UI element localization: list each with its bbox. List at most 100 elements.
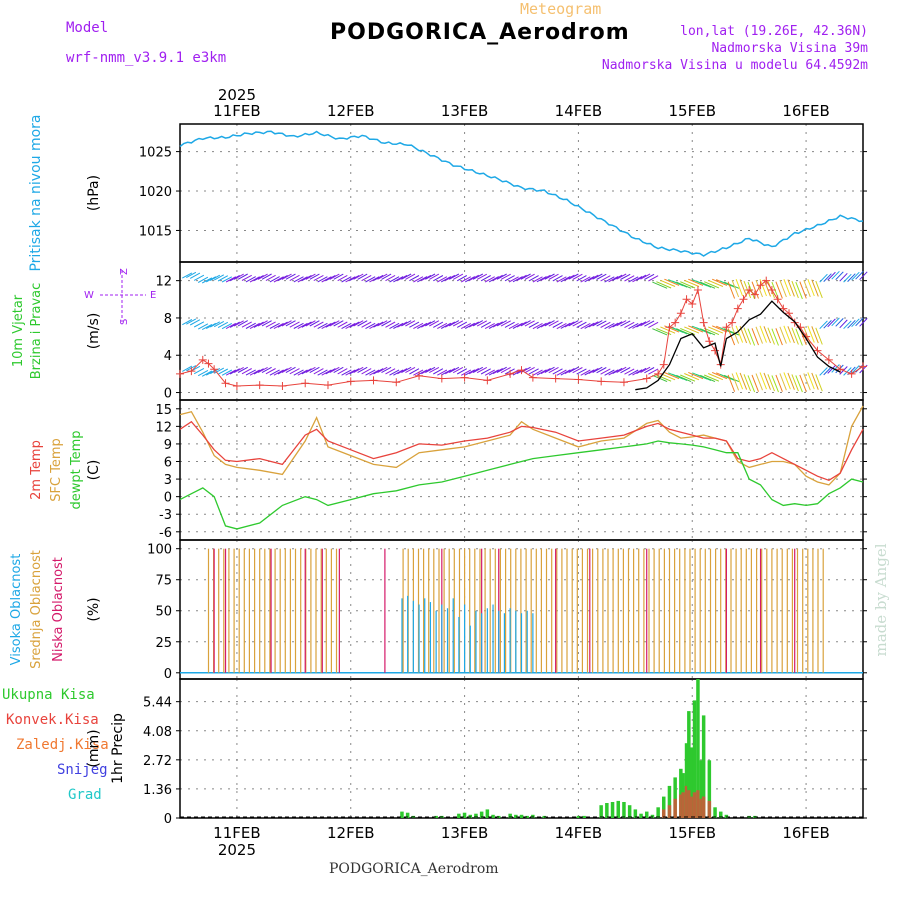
wind-arrow <box>444 274 456 281</box>
wind-arrow <box>819 273 828 283</box>
precip-total-bar <box>531 814 535 818</box>
wind-arrow <box>349 274 360 282</box>
wind-arrow <box>440 276 452 283</box>
wind-arrow <box>700 281 716 289</box>
wind-arrow <box>413 276 424 283</box>
compass-west: W <box>84 290 94 301</box>
wind-arrow <box>460 322 472 330</box>
wind-arrow <box>460 369 472 376</box>
wind-arrow <box>265 274 276 282</box>
wind-arrow <box>731 280 740 298</box>
x-axis-day-bottom: 11FEB <box>213 824 260 842</box>
wind-arrow <box>512 322 523 329</box>
gust-marker <box>711 346 720 355</box>
wind-arrow <box>201 323 213 331</box>
wind-arrow-row <box>182 364 868 393</box>
wind-arrow <box>492 321 503 328</box>
y-tick-label: 100 <box>147 543 172 558</box>
wind-arrow <box>759 325 767 343</box>
wind-arrow <box>787 372 795 390</box>
wind-arrow <box>249 276 260 283</box>
wind-arrow <box>401 320 412 327</box>
wind-arrow <box>369 276 380 283</box>
wind-arrow <box>700 328 716 336</box>
precip-total-bar <box>599 805 603 818</box>
precip-total-bar <box>462 812 467 818</box>
wind-arrow <box>417 276 428 283</box>
unit-label: (%) <box>86 597 102 621</box>
wind-arrow <box>333 273 344 280</box>
wind-arrow <box>564 321 575 328</box>
wind-arrow <box>389 369 400 376</box>
cloud-mid-ylabel: Srednja Oblacnost <box>29 550 44 669</box>
y-tick-label: 1020 <box>139 185 172 200</box>
wind-arrow <box>604 276 615 283</box>
precip-total-bar <box>576 815 581 818</box>
wind-arrow <box>253 368 264 375</box>
wind-arrow <box>301 321 312 328</box>
wind-arrow <box>281 273 292 280</box>
wind-arrow <box>361 368 372 375</box>
wind-arrow <box>807 372 815 390</box>
meteogram-label: Meteogram <box>520 0 602 18</box>
precip-total-bar <box>701 715 706 818</box>
wind-arrow <box>536 276 547 283</box>
wind-arrow <box>704 374 720 382</box>
compass-east: E <box>150 290 156 301</box>
wind-arrow <box>719 280 736 288</box>
wind-arrow <box>369 369 380 376</box>
wind-arrow <box>843 273 852 283</box>
precip-total-bar <box>610 802 615 818</box>
wind-arrow <box>572 320 583 327</box>
wind-arrow <box>807 325 815 343</box>
panel-wind: 0 4 8 12 (m/s) <box>86 261 867 402</box>
gust-marker <box>278 382 287 391</box>
wind-arrow <box>357 366 368 374</box>
wind-arrow <box>528 275 539 282</box>
wind-arrow <box>799 281 807 299</box>
precip-bars <box>400 679 757 818</box>
wind-arrow <box>484 276 495 283</box>
wind-arrow <box>827 365 836 374</box>
wind-arrow <box>405 320 416 327</box>
wind-arrow <box>241 274 252 281</box>
wind-arrow <box>743 327 752 345</box>
wind-arrow <box>648 321 659 329</box>
wind-arrow <box>253 321 264 328</box>
wind-arrow <box>500 320 511 327</box>
wind-arrow <box>548 273 559 280</box>
wind-arrow <box>309 320 320 327</box>
wind-arrow <box>588 274 599 281</box>
wind-arrow <box>429 366 440 374</box>
x-axis-day-top: 16FEB <box>782 102 829 120</box>
gust-marker <box>232 382 241 391</box>
wind-arrow <box>448 273 460 280</box>
wind-arrow <box>273 369 284 376</box>
x-axis-day-top: 12FEB <box>327 102 374 120</box>
precip-total-bar <box>656 807 660 818</box>
wind-arrow <box>636 274 647 281</box>
wind-arrow <box>241 368 252 375</box>
wind-arrow <box>644 320 655 327</box>
wind-arrow <box>245 369 256 376</box>
wind-arrow <box>528 368 539 375</box>
wind-ylabel-1: 10m Vjetar <box>11 294 26 367</box>
wind-arrow <box>731 326 740 344</box>
wind-arrow <box>827 318 836 328</box>
wind-arrow <box>580 276 591 283</box>
wind-arrow <box>389 276 400 283</box>
wind-arrow <box>205 322 217 330</box>
wind-arrow <box>708 279 724 287</box>
elevation-label: Nadmorska Visina 39m <box>711 41 868 56</box>
gust-marker <box>824 355 833 364</box>
precip-total-bar <box>719 811 723 818</box>
y-tick-label: 4.08 <box>143 725 172 740</box>
wind-ylabel-2: Brzina i Pravac <box>29 283 44 380</box>
wind-arrow <box>755 373 763 391</box>
wind-arrow <box>341 369 352 376</box>
wind-arrow <box>476 366 488 374</box>
gust-marker <box>688 299 697 308</box>
gust-marker <box>528 373 537 382</box>
wind-arrow <box>444 368 456 375</box>
